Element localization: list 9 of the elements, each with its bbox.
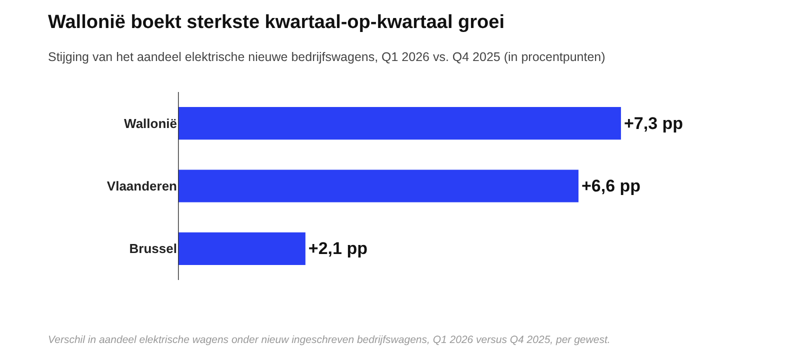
y-tick-label: Vlaanderen: [106, 178, 178, 194]
chart-title: Wallonië boekt sterkste kwartaal-op-kwartaal groei: [48, 12, 504, 33]
data-label: +7,3 pp: [624, 114, 684, 133]
data-label: +6,6 pp: [581, 176, 641, 196]
y-tick-label: Brussel: [129, 241, 177, 256]
data-label: +2,1 pp: [308, 239, 368, 258]
y-tick-label: Wallonië: [124, 116, 177, 131]
chart-subtitle: Stijging van het aandeel elektrische nieuwe bedrijfswagens, Q1 2026 vs. Q4 2025 (in procentpunten): [48, 50, 606, 64]
text: Verschil in aandeel elektrische wagens onder nieuw ingeschreven bedrijfswagens, Q1 2026 versus Q4 2025, per gewest.: [48, 334, 610, 346]
